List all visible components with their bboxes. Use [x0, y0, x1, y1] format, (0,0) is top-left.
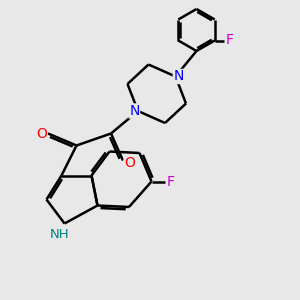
Text: NH: NH: [49, 227, 69, 241]
Text: F: F: [226, 34, 234, 47]
Text: O: O: [36, 127, 47, 140]
Text: N: N: [129, 104, 140, 118]
Text: O: O: [124, 157, 135, 170]
Text: N: N: [173, 70, 184, 83]
Text: F: F: [167, 175, 175, 188]
